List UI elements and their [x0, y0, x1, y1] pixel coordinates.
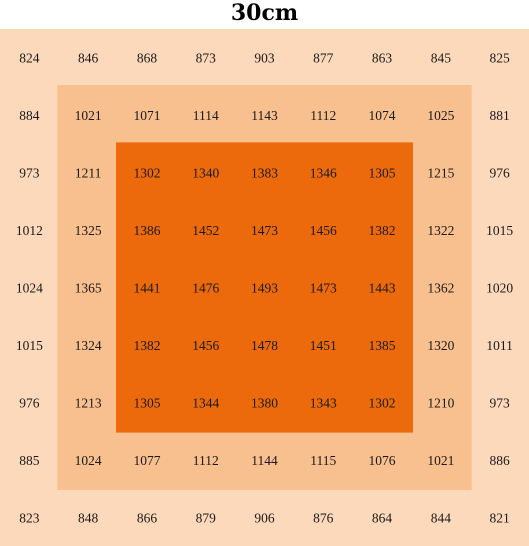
cell-value-r0-c7: 845 — [431, 51, 452, 66]
cell-value-r5-c1: 1324 — [75, 338, 102, 353]
cell-value-r6-c7: 1210 — [427, 395, 454, 410]
cell-value-r1-c8: 881 — [489, 108, 509, 123]
cell-value-r6-c5: 1343 — [310, 395, 337, 410]
cell-value-r0-c4: 903 — [254, 51, 275, 66]
cell-value-r1-c3: 1114 — [193, 108, 219, 123]
cell-value-r5-c3: 1456 — [192, 338, 219, 353]
cell-value-r7-c4: 1144 — [251, 453, 278, 468]
cell-value-r3-c6: 1382 — [369, 223, 396, 238]
cell-value-r1-c4: 1143 — [251, 108, 278, 123]
cell-value-r1-c7: 1025 — [427, 108, 454, 123]
cell-value-r5-c4: 1478 — [251, 338, 278, 353]
cell-value-r2-c7: 1215 — [427, 166, 454, 181]
cell-value-r5-c7: 1320 — [427, 338, 454, 353]
cell-value-r1-c6: 1074 — [369, 108, 396, 123]
cell-value-r0-c3: 873 — [196, 51, 217, 66]
cell-value-r1-c1: 1021 — [75, 108, 102, 123]
cell-value-r8-c2: 866 — [137, 510, 158, 525]
cell-value-r2-c2: 1302 — [133, 166, 160, 181]
cell-value-r2-c8: 976 — [489, 166, 510, 181]
cell-value-r8-c8: 821 — [489, 510, 509, 525]
cell-label-layer: 824 846 868 873 903 877 863 845 825 884 1021 1071 11… — [16, 51, 513, 526]
cell-value-r6-c3: 1344 — [192, 395, 219, 410]
cell-value-r7-c1: 1024 — [75, 453, 102, 468]
cell-value-r4-c7: 1362 — [427, 281, 454, 296]
cell-value-r0-c1: 846 — [78, 51, 99, 66]
zone-inner — [116, 142, 413, 433]
cell-value-r3-c8: 1015 — [486, 223, 513, 238]
cell-value-r4-c5: 1473 — [310, 281, 337, 296]
cell-value-r5-c5: 1451 — [310, 338, 337, 353]
cell-value-r6-c6: 1302 — [369, 395, 396, 410]
cell-value-r2-c0: 973 — [19, 166, 40, 181]
cell-value-r4-c6: 1443 — [369, 281, 396, 296]
cell-value-r3-c4: 1473 — [251, 223, 278, 238]
cell-value-r8-c0: 823 — [19, 510, 40, 525]
cell-value-r6-c8: 973 — [489, 395, 510, 410]
cell-value-r7-c6: 1076 — [369, 453, 396, 468]
cell-value-r0-c6: 863 — [372, 51, 393, 66]
cell-value-r6-c2: 1305 — [133, 395, 160, 410]
cell-value-r3-c5: 1456 — [310, 223, 337, 238]
cell-value-r2-c4: 1383 — [251, 166, 278, 181]
cell-value-r4-c8: 1020 — [486, 281, 513, 296]
cell-value-r1-c5: 1112 — [310, 108, 336, 123]
cell-value-r2-c5: 1346 — [310, 166, 337, 181]
cell-value-r8-c5: 876 — [313, 510, 334, 525]
cell-value-r1-c2: 1071 — [133, 108, 160, 123]
cell-value-r5-c6: 1385 — [369, 338, 396, 353]
cell-value-r1-c0: 884 — [19, 108, 40, 123]
cell-value-r2-c6: 1305 — [369, 166, 396, 181]
cell-value-r7-c3: 1112 — [193, 453, 219, 468]
cell-value-r7-c2: 1077 — [133, 453, 160, 468]
cell-value-r4-c1: 1365 — [75, 281, 102, 296]
cell-value-r2-c1: 1211 — [75, 166, 102, 181]
cell-value-r3-c2: 1386 — [133, 223, 160, 238]
cell-value-r7-c8: 886 — [489, 453, 510, 468]
cell-value-r8-c3: 879 — [196, 510, 217, 525]
cell-value-r0-c2: 868 — [137, 51, 158, 66]
cell-value-r3-c3: 1452 — [192, 223, 219, 238]
cell-value-r7-c5: 1115 — [310, 453, 336, 468]
cell-value-r4-c2: 1441 — [133, 281, 160, 296]
cell-value-r2-c3: 1340 — [192, 166, 219, 181]
cell-value-r5-c0: 1015 — [16, 338, 43, 353]
cell-value-r5-c8: 1011 — [486, 338, 513, 353]
chart-title: 30cm — [230, 0, 299, 26]
cell-value-r6-c1: 1213 — [75, 395, 102, 410]
cell-value-r4-c0: 1024 — [16, 281, 43, 296]
cell-value-r5-c2: 1382 — [133, 338, 160, 353]
cell-value-r3-c7: 1322 — [427, 223, 454, 238]
cell-value-r8-c4: 906 — [254, 510, 275, 525]
cell-value-r0-c5: 877 — [313, 51, 334, 66]
cell-value-r3-c0: 1012 — [16, 223, 43, 238]
cell-value-r6-c4: 1380 — [251, 395, 278, 410]
zone-layer — [0, 29, 529, 546]
cell-value-r0-c8: 825 — [489, 51, 510, 66]
cell-value-r4-c4: 1493 — [251, 281, 278, 296]
cell-value-r6-c0: 976 — [19, 395, 40, 410]
cell-value-r8-c7: 844 — [431, 510, 452, 525]
cell-value-r7-c7: 1021 — [427, 453, 454, 468]
cell-value-r8-c1: 848 — [78, 510, 99, 525]
cell-value-r7-c0: 885 — [19, 453, 40, 468]
cell-value-r8-c6: 864 — [372, 510, 393, 525]
cell-value-r0-c0: 824 — [19, 51, 40, 66]
cell-value-r3-c1: 1325 — [75, 223, 102, 238]
cell-value-r4-c3: 1476 — [192, 281, 219, 296]
